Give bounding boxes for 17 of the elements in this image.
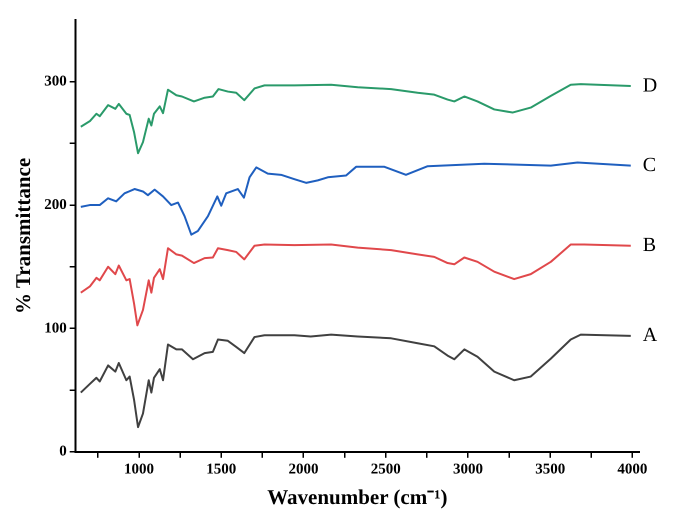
y-tick-label: 100 <box>44 320 67 336</box>
x-tick-label: 2000 <box>288 462 318 478</box>
y-tick-label: 0 <box>59 444 67 460</box>
y-axis-title: % Transmittance <box>11 158 36 314</box>
y-tick-label: 200 <box>44 196 67 213</box>
x-tick-label: 4000 <box>617 462 648 478</box>
x-axis-title: Wavenumber (cm⁻¹) <box>267 484 448 509</box>
x-tick-label: 1500 <box>206 462 236 478</box>
series-label: C <box>642 154 656 176</box>
y-tick-label: 300 <box>44 74 67 90</box>
x-tick-label: 2500 <box>370 462 401 478</box>
x-tick-label: 3500 <box>535 462 566 478</box>
x-tick-label: 1000 <box>124 462 154 478</box>
series-label: B <box>642 234 656 256</box>
series-label: A <box>642 324 658 346</box>
series-label: D <box>642 74 658 96</box>
x-tick-label: 3000 <box>452 462 483 478</box>
